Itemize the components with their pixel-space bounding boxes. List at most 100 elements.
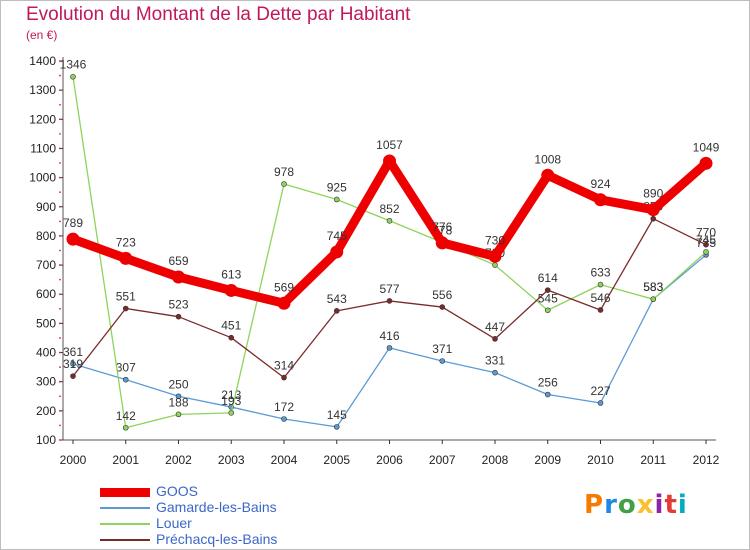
x-tick-label: 2010	[587, 453, 614, 467]
data-label: 924	[590, 177, 610, 191]
data-point	[492, 262, 498, 268]
data-point	[70, 73, 76, 80]
y-tick-label: 200	[36, 404, 56, 418]
data-point	[386, 298, 393, 304]
data-point	[330, 245, 344, 259]
series-gamarde-les-bains: 361307250213172145416371331256227583735	[63, 236, 716, 430]
data-point	[175, 313, 182, 320]
y-minor-tick	[59, 118, 61, 121]
data-label: 1057	[376, 138, 403, 152]
y-tick-label: 500	[36, 316, 56, 330]
y-minor-tick	[59, 176, 61, 179]
data-point	[281, 374, 287, 381]
y-minor-tick	[59, 380, 61, 383]
data-label: 256	[538, 376, 558, 390]
data-label: 852	[379, 202, 399, 216]
data-point	[281, 181, 287, 187]
data-point	[122, 305, 129, 312]
legend-label: GOOS	[156, 483, 199, 499]
data-label: 890	[643, 187, 663, 201]
x-tick-label: 2006	[376, 453, 403, 467]
y-minor-tick	[59, 424, 61, 427]
data-point	[172, 270, 185, 284]
data-point	[70, 361, 76, 367]
data-label: 770	[696, 226, 716, 240]
x-tick-label: 2004	[271, 453, 298, 467]
series-line	[72, 76, 707, 429]
data-label: 551	[116, 290, 136, 304]
data-point	[646, 203, 660, 217]
data-label: 613	[221, 267, 241, 281]
y-minor-tick	[59, 191, 61, 194]
x-tick-label: 2009	[534, 453, 561, 467]
data-label: 314	[274, 359, 294, 373]
legend-label: Louer	[156, 515, 192, 531]
legend-label: Gamarde-les-Bains	[156, 499, 277, 515]
data-label: 789	[63, 216, 83, 230]
y-minor-tick	[59, 89, 61, 92]
x-tick-label: 2001	[112, 453, 139, 467]
data-label: 556	[432, 288, 452, 302]
data-label: 569	[274, 280, 294, 294]
x-tick-label: 2005	[323, 453, 350, 467]
y-minor-tick	[59, 162, 61, 164]
data-point	[386, 217, 393, 224]
data-point	[435, 236, 449, 250]
data-point	[597, 307, 604, 313]
data-label: 451	[221, 319, 241, 333]
logo-letter: i	[654, 490, 665, 520]
data-point	[122, 376, 129, 383]
y-minor-tick	[59, 322, 61, 325]
y-tick-label: 400	[36, 346, 56, 360]
data-label: 723	[116, 235, 136, 249]
data-point	[594, 193, 607, 207]
data-point	[333, 196, 340, 203]
data-label: 745	[696, 233, 716, 247]
data-point	[544, 307, 551, 314]
y-minor-tick	[59, 409, 61, 412]
y-tick-label: 800	[36, 229, 56, 243]
logo-letter: x	[636, 490, 655, 520]
y-minor-tick	[59, 60, 61, 62]
y-tick-label: 700	[36, 258, 56, 272]
data-point	[386, 345, 393, 351]
legend-item: Préchacq-les-Bains	[100, 531, 400, 548]
data-label: 745	[327, 229, 347, 243]
data-point	[488, 249, 502, 263]
y-tick-label: 100	[36, 433, 56, 447]
data-label: 416	[379, 329, 399, 343]
y-minor-tick	[59, 220, 61, 223]
y-minor-tick	[59, 147, 61, 150]
legend-item: GOOS	[100, 483, 400, 500]
data-label: 614	[538, 271, 558, 285]
series-goos: 789 723 659 613 569 745 1057 776 730 1008 924 890 10…	[63, 138, 720, 310]
y-minor-tick	[59, 205, 61, 208]
data-label: 227	[590, 384, 610, 398]
y-tick-label: 1200	[29, 112, 56, 126]
data-point	[228, 410, 235, 416]
y-tick-label: 1400	[29, 54, 56, 68]
x-tick-label: 2011	[640, 453, 666, 467]
chart-title: Evolution du Montant de la Dette par Hab…	[26, 4, 411, 25]
proxiti-logo: Proxiti	[584, 490, 688, 520]
x-tick-label: 2000	[60, 453, 87, 467]
data-point	[333, 308, 340, 314]
y-minor-tick	[59, 307, 61, 310]
data-point	[175, 393, 182, 400]
data-label: 543	[327, 292, 347, 306]
y-minor-tick	[59, 395, 61, 398]
y-tick-label: 1100	[30, 141, 56, 155]
x-tick-label: 2012	[693, 453, 720, 467]
data-point	[544, 287, 551, 293]
y-tick-label: 300	[36, 375, 56, 389]
data-label: 447	[485, 320, 505, 334]
y-minor-tick	[59, 74, 61, 77]
legend: GOOS Gamarde-les-Bains Louer Préchacq-les-B…	[100, 483, 400, 548]
data-point	[439, 358, 446, 364]
data-point	[281, 416, 287, 422]
y-minor-tick	[59, 351, 61, 354]
data-label: 371	[432, 342, 452, 356]
legend-label: Préchacq-les-Bains	[156, 531, 278, 547]
data-point	[541, 168, 555, 182]
